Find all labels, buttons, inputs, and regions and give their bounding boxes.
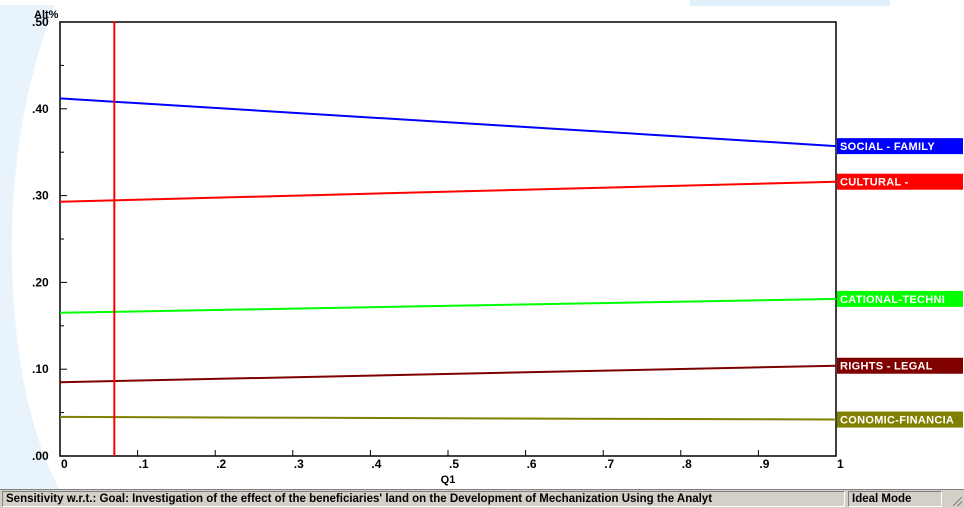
x-axis-ticks: 0 .1 .2 .3 .4 .5 .6 .7 .8 .9 1	[59, 450, 844, 471]
x-tick-label: .5	[449, 457, 459, 471]
x-tick-label: .2	[216, 457, 226, 471]
x-tick-label: 1	[837, 457, 844, 471]
series-tag-label: SOCIAL - FAMILY	[840, 141, 935, 153]
status-mode[interactable]: Ideal Mode	[848, 491, 942, 507]
series-tag-label: CONOMIC-FINANCIA	[840, 415, 954, 427]
x-tick-label: 0	[61, 457, 68, 471]
series-line	[59, 364, 837, 384]
x-tick-label: .8	[682, 457, 692, 471]
series-tag-box	[837, 357, 963, 374]
series-tag: RIGHTS - LEGAL	[837, 357, 963, 374]
x-tick-label: .9	[759, 457, 769, 471]
series-tag: CULTURAL -	[837, 173, 963, 190]
series-tag-box	[837, 173, 963, 190]
y-tick-label: .00	[32, 449, 49, 463]
x-tick-label: .3	[294, 457, 304, 471]
series-lines	[59, 97, 837, 421]
series-tag-box	[837, 290, 963, 307]
y-tick-label: .20	[32, 275, 49, 289]
status-bar: Sensitivity w.r.t.: Goal: Investigation …	[0, 489, 964, 508]
x-tick-label: .7	[604, 457, 614, 471]
series-tag-label: RIGHTS - LEGAL	[840, 361, 933, 373]
series-tag: CATIONAL-TECHNI	[837, 290, 963, 307]
x-axis-label: Q1	[441, 474, 456, 486]
status-description: Sensitivity w.r.t.: Goal: Investigation …	[2, 491, 845, 507]
series-tag-label: CULTURAL -	[840, 177, 909, 189]
y-tick-label: .40	[32, 102, 49, 116]
series-legend-tags: SOCIAL - FAMILY CULTURAL - CATIONAL-TECHNI…	[837, 138, 963, 428]
x-tick-label: .1	[139, 457, 149, 471]
series-tag-label: CATIONAL-TECHNI	[840, 294, 945, 306]
y-axis-label: Alt%	[34, 9, 59, 21]
sensitivity-chart: .00.10.20.30.40.50 0.1.2.3.4.5.6.7.8.9 1 …	[32, 9, 963, 486]
plot-area	[59, 21, 837, 457]
y-tick-label: .10	[32, 362, 49, 376]
y-axis-ticks: .00 .10 .20 .30 .40 .50	[32, 15, 67, 463]
y-tick-label: .30	[32, 189, 49, 203]
series-tag-box	[837, 411, 963, 428]
series-tag: SOCIAL - FAMILY	[837, 138, 963, 155]
series-line	[59, 180, 837, 203]
series-line	[59, 97, 837, 148]
series-line	[59, 297, 837, 314]
x-tick-label: .4	[371, 457, 381, 471]
series-tag: CONOMIC-FINANCIA	[837, 411, 963, 428]
series-tag-box	[837, 138, 963, 155]
y-tick-label: .50	[32, 15, 49, 29]
x-tick-label: .6	[527, 457, 537, 471]
resize-grip-icon[interactable]	[943, 490, 964, 508]
series-line	[59, 415, 837, 421]
